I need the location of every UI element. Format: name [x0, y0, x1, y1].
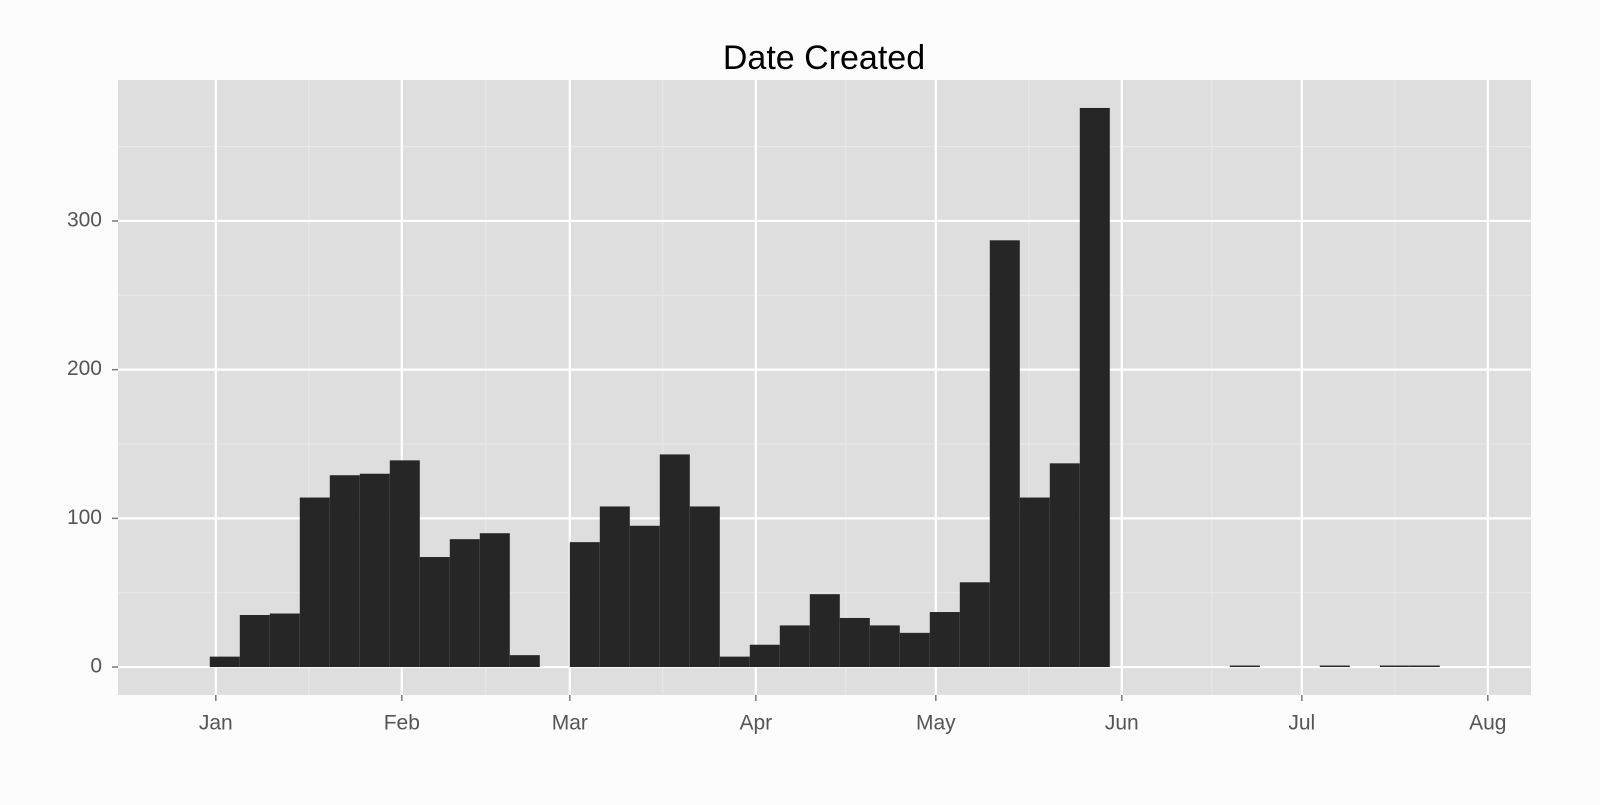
bar	[479, 533, 510, 668]
chart-title: Date Created	[723, 39, 925, 77]
y-tick-label: 300	[67, 209, 102, 232]
x-tick-label: Mar	[552, 712, 588, 735]
bar	[239, 615, 270, 668]
bar	[719, 656, 750, 668]
x-tick-label: Jul	[1288, 712, 1315, 735]
bar	[599, 506, 630, 668]
bar	[299, 497, 330, 668]
bar	[209, 656, 240, 668]
bar	[1079, 107, 1110, 668]
x-tick-label: Aug	[1469, 712, 1506, 735]
bar	[929, 612, 960, 668]
bar	[989, 240, 1020, 668]
bar	[839, 617, 870, 668]
bar	[1409, 665, 1440, 668]
bar	[629, 525, 660, 668]
bar	[329, 475, 360, 668]
bar	[749, 644, 780, 668]
x-tick-label: Jan	[199, 712, 233, 735]
y-tick-label: 200	[67, 357, 102, 380]
bar	[659, 454, 690, 668]
bar	[1019, 497, 1050, 668]
y-tick-label: 100	[67, 506, 102, 529]
x-tick-label: May	[916, 712, 956, 735]
bar	[689, 506, 720, 668]
bar	[569, 542, 600, 668]
bar	[1319, 665, 1350, 668]
y-tick-label: 0	[90, 655, 102, 678]
bar	[449, 539, 480, 668]
bar	[1049, 463, 1080, 668]
bar	[959, 582, 990, 668]
x-tick-label: Feb	[384, 712, 420, 735]
bar	[419, 557, 450, 668]
bar	[509, 655, 540, 668]
bar	[1379, 665, 1410, 668]
bar	[869, 625, 900, 668]
bar	[359, 473, 390, 668]
x-tick-label: Apr	[739, 712, 772, 735]
bar	[779, 625, 810, 668]
bar	[1229, 665, 1260, 668]
x-tick-label: Jun	[1105, 712, 1139, 735]
bar	[269, 613, 300, 668]
bar	[389, 460, 420, 668]
bar	[809, 594, 840, 668]
bar	[899, 632, 930, 668]
